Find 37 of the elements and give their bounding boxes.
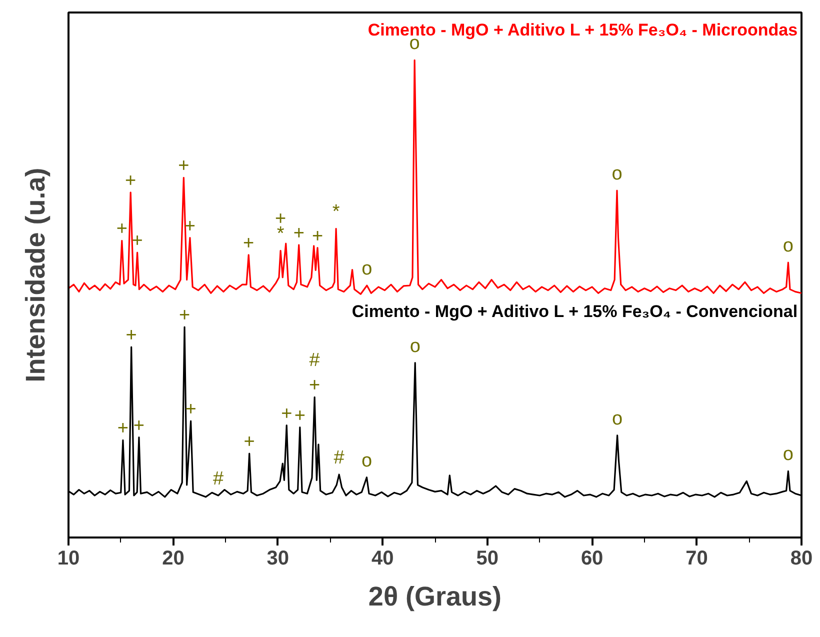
annotation: #: [212, 468, 224, 490]
x-tick-label: 50: [476, 548, 498, 570]
annotation: *: [332, 202, 340, 223]
y-axis-title: Intensidade (u.a): [20, 168, 50, 382]
text: Cimento - MgO + Aditivo L + 15% Fe₃O₄ - Microondas: [368, 20, 798, 40]
x-tick-label: 20: [162, 548, 184, 570]
annotation: +: [281, 403, 292, 424]
x-tick-label: 40: [372, 548, 394, 570]
annotation: +: [126, 325, 137, 346]
annotation: +: [294, 405, 306, 426]
annotation: o: [612, 408, 623, 430]
x-tick-label: 30: [266, 548, 290, 570]
x-tick-label: 60: [580, 548, 604, 570]
annotation: #: [334, 448, 345, 468]
annotation: o: [362, 258, 372, 280]
annotation: #: [309, 350, 320, 372]
annotation: o: [782, 444, 794, 466]
annotation: o: [782, 236, 794, 257]
annotation: +: [244, 432, 255, 452]
annotation: o: [361, 450, 372, 472]
annotation: o: [410, 336, 420, 357]
annotation: +: [125, 170, 136, 192]
annotation: +: [117, 418, 129, 440]
x-tick-label: 10: [57, 548, 80, 570]
annotation: +: [116, 218, 128, 240]
x-tick-label: 80: [790, 548, 813, 570]
x-tick-label: 70: [686, 548, 708, 570]
annotation: +: [133, 415, 145, 436]
annotation: +: [243, 232, 254, 254]
annotation: o: [612, 164, 622, 185]
text: Cimento - MgO + Aditivo L + 15% Fe₃O₄ - Convencional: [352, 302, 798, 321]
annotation: +: [312, 226, 324, 247]
annotation: +: [178, 156, 190, 177]
x-axis-title: 2θ (Graus): [368, 582, 502, 612]
annotation: +: [293, 222, 304, 244]
annotation: +: [309, 375, 320, 396]
annotation: +: [178, 305, 190, 326]
